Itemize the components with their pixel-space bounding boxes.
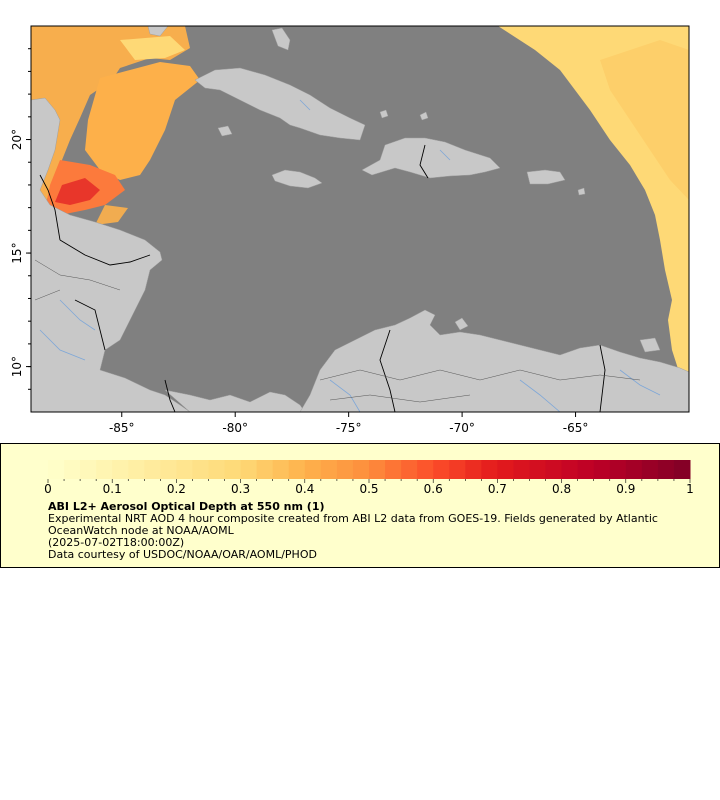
land-hispaniola xyxy=(361,137,501,179)
colorbar-cell xyxy=(433,460,450,479)
colorbar: 0 0.1 0.2 0.3 0.4 0.5 0.6 0.7 0.8 0.9 1 xyxy=(44,460,694,496)
latitude-ticks: 20° 15° 10° xyxy=(10,48,31,390)
aod-region-florida-straits xyxy=(85,62,200,180)
colorbar-tick-label-8: 0.8 xyxy=(552,482,571,496)
colorbar-cell xyxy=(401,460,418,479)
border-lines xyxy=(39,144,606,412)
map-svg: -85° -80° -75° -70° -65° 20° 15° 10° xyxy=(10,25,690,435)
colorbar-cell xyxy=(369,460,386,479)
lon-tick-label-4: -65° xyxy=(563,421,589,435)
colorbar-cell xyxy=(240,460,258,479)
map-panel: -85° -80° -75° -70° -65° 20° 15° 10° xyxy=(10,25,690,435)
land-yucatan-central-america xyxy=(31,97,191,412)
lat-tick-label-0: 20° xyxy=(10,129,24,150)
colorbar-cell xyxy=(128,460,145,479)
colorbar-cell xyxy=(449,460,466,479)
land-south-america xyxy=(299,309,689,412)
colorbar-cell xyxy=(48,460,65,479)
colorbar-cell xyxy=(385,460,402,479)
colorbar-cell xyxy=(352,460,370,479)
aod-region-caribbean-west xyxy=(95,205,128,225)
colorbar-tick-label-5: 0.5 xyxy=(359,482,378,496)
legend-panel: 0 0.1 0.2 0.3 0.4 0.5 0.6 0.7 0.8 0.9 1 ABI L2+ Ae… xyxy=(0,443,720,568)
legend-description-line2: OceanWatch node at NOAA/AOML xyxy=(48,524,234,537)
colorbar-tick-label-1: 0.1 xyxy=(103,482,122,496)
colorbar-cell xyxy=(513,460,530,479)
lat-tick-label-1: 15° xyxy=(10,242,24,263)
aod-region-gulf-yucatan xyxy=(31,26,190,215)
colorbar-cell xyxy=(80,460,97,479)
colorbar-tick-label-10: 1 xyxy=(686,482,694,496)
colorbar-cell xyxy=(561,460,579,479)
colorbar-cell xyxy=(288,460,306,479)
colorbar-tick-label-7: 0.7 xyxy=(488,482,507,496)
land-puerto-rico xyxy=(526,169,566,185)
colorbar-tick-label-0: 0 xyxy=(44,482,52,496)
colorbar-tick-label-3: 0.3 xyxy=(231,482,250,496)
colorbar-cell xyxy=(545,460,563,479)
land-florida-tip xyxy=(147,26,169,37)
lon-tick-label-2: -75° xyxy=(336,421,362,435)
lon-tick-label-3: -70° xyxy=(449,421,475,435)
aod-region-high-patch xyxy=(55,178,100,205)
colorbar-cell xyxy=(320,460,338,479)
admin-lines xyxy=(34,259,641,403)
colorbar-cell xyxy=(625,460,643,479)
colorbar-tick-label-6: 0.6 xyxy=(424,482,443,496)
colorbar-cell xyxy=(657,460,675,479)
colorbar-cell xyxy=(497,460,514,479)
lat-tick-label-2: 10° xyxy=(10,356,24,377)
river-layer xyxy=(39,99,661,412)
colorbar-cell xyxy=(577,460,595,479)
colorbar-cell xyxy=(529,460,547,479)
land-aruba-curacao xyxy=(454,317,469,331)
colorbar-cell xyxy=(112,460,129,479)
longitude-ticks: -85° -80° -75° -70° -65° xyxy=(109,412,588,435)
land-trinidad xyxy=(639,337,661,353)
lon-tick-label-1: -80° xyxy=(222,421,248,435)
colorbar-cell xyxy=(417,460,434,479)
land-cuba xyxy=(194,67,366,141)
colorbar-cell xyxy=(465,460,482,479)
border-layer xyxy=(34,144,641,412)
land-panama-colombia xyxy=(164,389,306,412)
colorbar-cell xyxy=(256,460,274,479)
colorbar-cell xyxy=(593,460,611,479)
legend-timestamp: (2025-07-02T18:00:00Z) xyxy=(48,536,185,549)
legend-credit: Data courtesy of USDOC/NOAA/OAR/AOML/PHO… xyxy=(48,548,317,561)
colorbar-cells xyxy=(48,460,691,479)
land-jamaica xyxy=(271,169,323,189)
land-small-islands xyxy=(379,109,586,196)
aod-region-atlantic-band xyxy=(600,40,689,200)
colorbar-tick-label-4: 0.4 xyxy=(295,482,314,496)
aod-region-gulf-upper xyxy=(120,36,185,60)
colorbar-cell xyxy=(272,460,290,479)
colorbar-cell xyxy=(160,460,177,479)
lon-tick-label-0: -85° xyxy=(109,421,135,435)
colorbar-cell xyxy=(64,460,81,479)
land-bahamas-andros xyxy=(271,27,291,51)
legend-description-line1: Experimental NRT AOD 4 hour composite cr… xyxy=(48,512,658,525)
colorbar-cell xyxy=(144,460,161,479)
colorbar-cell xyxy=(224,460,242,479)
river-lines xyxy=(39,99,661,412)
colorbar-cell xyxy=(481,460,498,479)
colorbar-cell xyxy=(192,460,209,479)
colorbar-cell xyxy=(336,460,354,479)
colorbar-cell xyxy=(641,460,659,479)
colorbar-cell xyxy=(208,460,226,479)
colorbar-cell xyxy=(176,460,193,479)
colorbar-cell xyxy=(673,460,691,479)
land-isle-of-youth xyxy=(217,125,233,137)
colorbar-ticks: 0 0.1 0.2 0.3 0.4 0.5 0.6 0.7 0.8 0.9 1 xyxy=(44,479,694,496)
legend-text-block: ABI L2+ Aerosol Optical Depth at 550 nm … xyxy=(48,501,708,561)
colorbar-tick-label-9: 0.9 xyxy=(616,482,635,496)
map-frame xyxy=(30,25,690,413)
colorbar-tick-label-2: 0.2 xyxy=(167,482,186,496)
land-layer xyxy=(31,26,689,412)
colorbar-cell xyxy=(609,460,627,479)
legend-title: ABI L2+ Aerosol Optical Depth at 550 nm … xyxy=(48,500,325,513)
colorbar-cell xyxy=(96,460,113,479)
colorbar-cell xyxy=(304,460,322,479)
